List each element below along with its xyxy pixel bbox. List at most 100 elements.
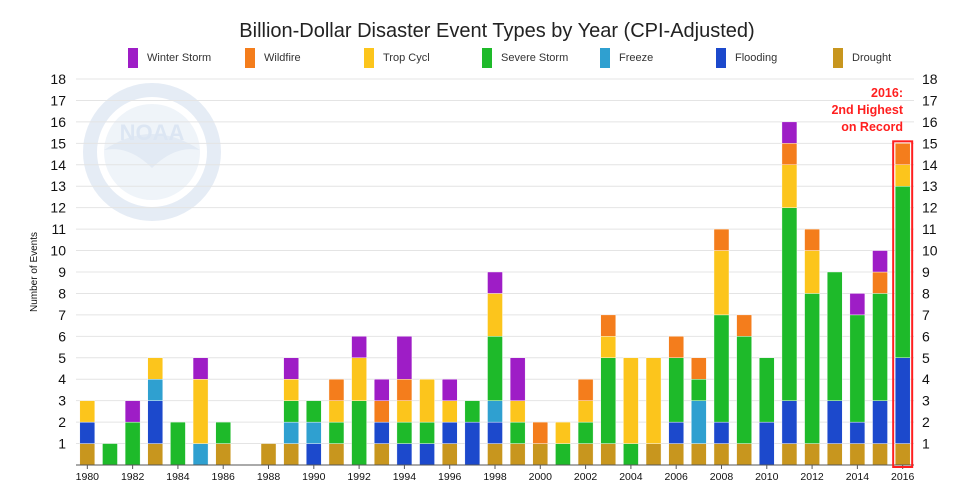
bar-1998-flooding — [487, 421, 503, 444]
bar-1994-flooding — [396, 443, 413, 466]
bar-1991-trop-cycl — [328, 400, 345, 423]
bar-2016-severe-storm — [894, 186, 911, 358]
x-tick-label: 2006 — [665, 471, 689, 482]
legend-label-winter-storm: Winter Storm — [147, 52, 211, 64]
bar-2014-drought — [849, 443, 866, 466]
bar-1989-trop-cycl — [283, 379, 299, 401]
legend-swatch-drought — [833, 48, 843, 68]
bar-1990-flooding — [306, 443, 322, 466]
y-tick-label-right: 2 — [922, 414, 930, 430]
bar-1988-drought — [260, 443, 277, 466]
bar-2005-drought — [645, 443, 662, 466]
y-tick-label-left: 3 — [58, 393, 66, 409]
bar-2011-drought — [781, 443, 798, 466]
bar-2009-wildfire — [736, 314, 752, 337]
y-tick-label-left: 8 — [58, 285, 66, 301]
bar-1999-severe-storm — [509, 421, 526, 444]
bar-1997-flooding — [464, 421, 481, 466]
y-tick-label-right: 4 — [922, 371, 930, 387]
bar-2015-winter-storm — [872, 250, 888, 273]
bar-1989-freeze — [283, 421, 299, 444]
bar-1999-winter-storm — [509, 357, 526, 401]
bar-1993-wildfire — [374, 400, 390, 423]
noaa-watermark: NOAA — [83, 83, 221, 221]
y-tick-label-left: 10 — [50, 243, 66, 259]
bar-1994-winter-storm — [396, 336, 413, 380]
y-tick-label-left: 17 — [50, 92, 66, 108]
bar-1980-trop-cycl — [79, 400, 96, 423]
x-tick-label: 1984 — [166, 471, 190, 482]
bar-1998-winter-storm — [487, 271, 503, 294]
legend-swatch-freeze — [600, 48, 610, 68]
y-tick-label-right: 1 — [922, 436, 930, 452]
bar-2011-flooding — [781, 400, 798, 444]
bar-2003-wildfire — [600, 314, 616, 337]
bar-1994-severe-storm — [396, 421, 413, 444]
bar-2001-trop-cycl — [555, 421, 571, 444]
bar-1980-drought — [79, 443, 96, 466]
bars — [79, 121, 911, 466]
legend-label-wildfire: Wildfire — [264, 52, 301, 64]
bar-2001-severe-storm — [555, 443, 571, 466]
bar-1998-drought — [487, 443, 503, 466]
y-tick-label-right: 14 — [922, 157, 938, 173]
bar-1994-wildfire — [396, 379, 413, 401]
annotation-line: 2nd Highest — [831, 103, 903, 117]
y-tick-label-left: 2 — [58, 414, 66, 430]
bar-1998-trop-cycl — [487, 293, 503, 337]
y-tick-label-left: 11 — [51, 221, 66, 237]
y-tick-label-right: 15 — [922, 135, 938, 151]
bar-2006-wildfire — [668, 336, 684, 358]
bar-2012-drought — [804, 443, 820, 466]
bar-1983-drought — [147, 443, 163, 466]
y-tick-label-left: 6 — [58, 328, 66, 344]
y-tick-label-right: 13 — [922, 178, 938, 194]
bar-2016-drought — [894, 443, 911, 466]
bar-1982-winter-storm — [124, 400, 141, 423]
bar-1986-drought — [215, 443, 231, 466]
chart-title: Billion-Dollar Disaster Event Types by Y… — [239, 20, 754, 42]
bar-1996-trop-cycl — [442, 400, 458, 423]
bar-2007-drought — [691, 443, 707, 466]
y-tick-label-left: 5 — [58, 350, 66, 366]
bar-1990-severe-storm — [306, 400, 322, 423]
x-tick-label: 2010 — [755, 471, 779, 482]
x-tick-label: 2012 — [800, 471, 824, 482]
bar-1994-trop-cycl — [396, 400, 413, 423]
bar-2002-wildfire — [577, 379, 594, 401]
annotation-line: on Record — [841, 120, 903, 134]
y-tick-label-left: 1 — [58, 436, 66, 452]
bar-1983-freeze — [147, 379, 163, 401]
annotation: 2016: 2nd Highest on Record — [831, 86, 903, 134]
highlight-box-2016 — [892, 140, 914, 468]
y-tick-label-left: 18 — [50, 71, 66, 87]
bar-2011-trop-cycl — [781, 164, 798, 208]
bar-1983-flooding — [147, 400, 163, 444]
bar-2015-drought — [872, 443, 888, 466]
legend-swatch-severe-storm — [482, 48, 492, 68]
y-tick-label-right: 10 — [922, 243, 938, 259]
bar-1990-freeze — [306, 421, 322, 444]
bar-1989-winter-storm — [283, 357, 299, 380]
bar-1993-winter-storm — [374, 379, 390, 401]
y-tick-label-right: 7 — [922, 307, 930, 323]
bar-2003-trop-cycl — [600, 336, 616, 358]
legend-label-trop-cycl: Trop Cycl — [383, 52, 430, 64]
legend-label-flooding: Flooding — [735, 52, 777, 64]
bar-1995-trop-cycl — [419, 379, 435, 423]
legend-swatch-wildfire — [245, 48, 255, 68]
bar-2002-severe-storm — [577, 421, 594, 444]
legend: Winter Storm Wildfire Trop Cycl Severe Stor… — [128, 48, 891, 68]
x-tick-label: 2008 — [710, 471, 734, 482]
y-tick-label-left: 16 — [50, 114, 66, 130]
bar-2013-flooding — [827, 400, 843, 444]
x-tick-label: 1998 — [483, 471, 507, 482]
bar-2013-severe-storm — [827, 271, 843, 401]
bar-1996-drought — [442, 443, 458, 466]
bar-1983-trop-cycl — [147, 357, 163, 380]
bar-1991-severe-storm — [328, 421, 345, 444]
bar-1993-drought — [374, 443, 390, 466]
bar-2013-drought — [827, 443, 843, 466]
